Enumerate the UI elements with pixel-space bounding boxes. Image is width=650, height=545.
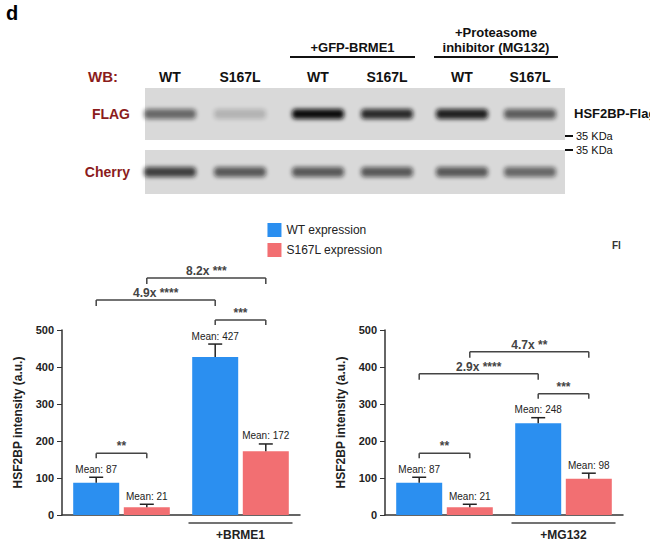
- svg-text:300: 300: [36, 398, 54, 410]
- svg-text:Mean: 21: Mean: 21: [126, 491, 168, 502]
- svg-text:WT: WT: [307, 69, 329, 85]
- svg-text:4.9x ****: 4.9x ****: [133, 286, 179, 300]
- svg-text:***: ***: [556, 380, 570, 394]
- svg-text:400: 400: [36, 361, 54, 373]
- svg-text:+BRME1: +BRME1: [216, 528, 265, 542]
- svg-text:WT expression: WT expression: [286, 223, 366, 237]
- svg-text:Mean: 427: Mean: 427: [192, 331, 240, 342]
- svg-text:+MG132: +MG132: [540, 528, 587, 542]
- svg-text:+Proteasome: +Proteasome: [455, 25, 537, 40]
- svg-text:Mean: 87: Mean: 87: [398, 464, 440, 475]
- svg-text:***: ***: [233, 306, 247, 320]
- svg-text:200: 200: [36, 435, 54, 447]
- svg-text:Mean: 98: Mean: 98: [568, 460, 610, 471]
- svg-text:200: 200: [359, 435, 377, 447]
- svg-text:HSF2BP-Flag: HSF2BP-Flag: [574, 106, 650, 121]
- svg-text:35 KDa: 35 KDa: [576, 130, 614, 142]
- svg-text:WT: WT: [159, 69, 181, 85]
- svg-text:HSF2BP intensity (a.u.): HSF2BP intensity (a.u.): [334, 357, 348, 489]
- svg-text:100: 100: [36, 472, 54, 484]
- svg-text:S167L: S167L: [219, 69, 261, 85]
- svg-text:HSF2BP intensity (a.u.): HSF2BP intensity (a.u.): [11, 357, 25, 489]
- svg-text:**: **: [117, 439, 127, 453]
- svg-text:2.9x ****: 2.9x ****: [456, 360, 502, 374]
- svg-text:500: 500: [359, 324, 377, 336]
- svg-text:400: 400: [359, 361, 377, 373]
- svg-text:S167L: S167L: [366, 69, 408, 85]
- svg-text:+GFP-BRME1: +GFP-BRME1: [310, 40, 394, 55]
- svg-text:300: 300: [359, 398, 377, 410]
- svg-text:FLAG: FLAG: [92, 106, 130, 122]
- svg-text:4.7x **: 4.7x **: [511, 338, 547, 352]
- svg-text:0: 0: [48, 509, 54, 521]
- svg-text:d: d: [6, 2, 18, 24]
- svg-text:S167L: S167L: [509, 69, 551, 85]
- svg-text:Mean: 87: Mean: 87: [75, 464, 117, 475]
- svg-text:**: **: [440, 439, 450, 453]
- svg-text:Mean: 172: Mean: 172: [242, 430, 290, 441]
- svg-text:WT: WT: [451, 69, 473, 85]
- svg-text:S167L expression: S167L expression: [286, 243, 382, 257]
- svg-text:8.2x ***: 8.2x ***: [186, 264, 227, 278]
- svg-text:Cherry: Cherry: [85, 164, 130, 180]
- svg-text:500: 500: [36, 324, 54, 336]
- svg-text:Mean: 248: Mean: 248: [515, 404, 563, 415]
- svg-text:Mean: 21: Mean: 21: [449, 491, 491, 502]
- svg-text:0: 0: [371, 509, 377, 521]
- svg-text:inhibitor (MG132): inhibitor (MG132): [443, 40, 550, 55]
- svg-text:WB:: WB:: [88, 68, 118, 85]
- svg-text:35 KDa: 35 KDa: [576, 144, 614, 156]
- svg-text:Fl: Fl: [612, 240, 621, 251]
- svg-text:100: 100: [359, 472, 377, 484]
